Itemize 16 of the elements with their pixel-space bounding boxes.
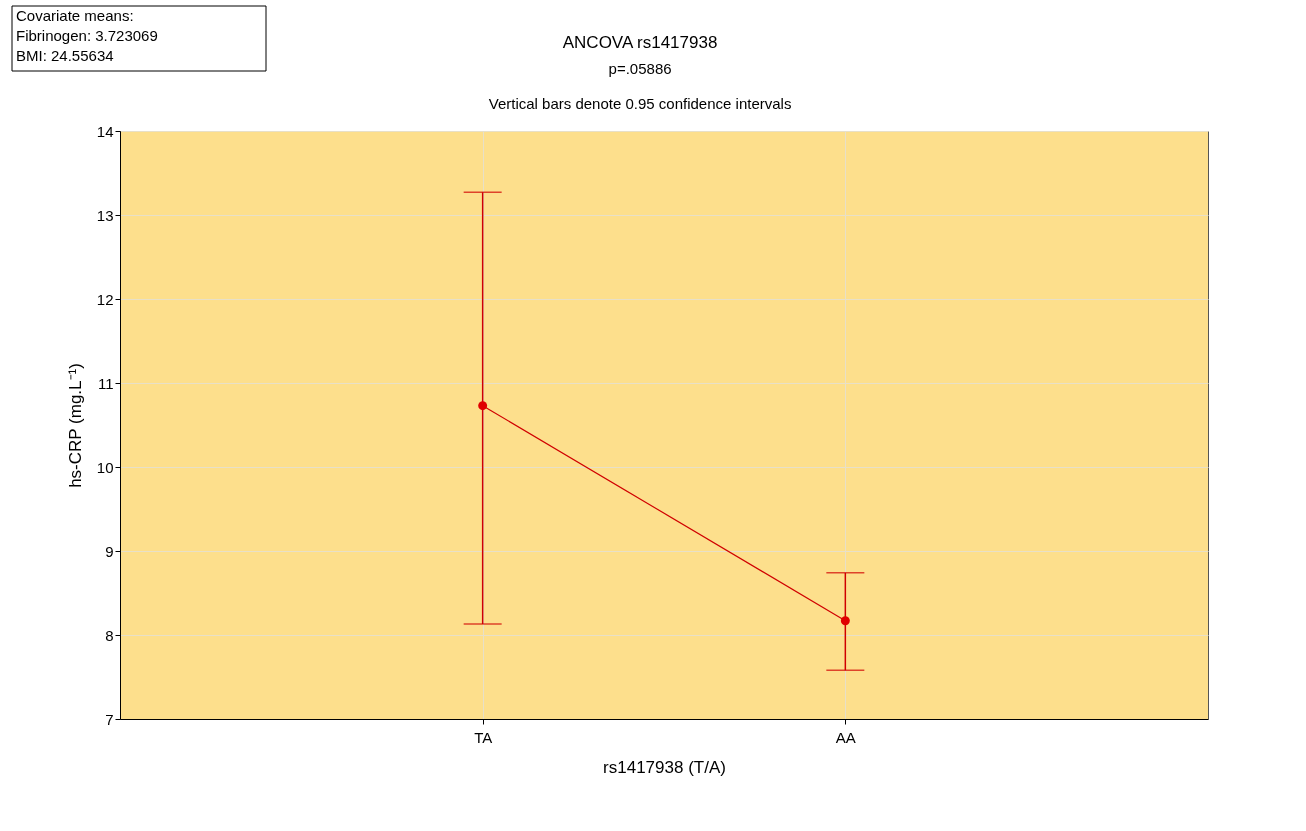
y-tick-label: 14	[96, 122, 114, 140]
y-tick-label: 12	[96, 290, 114, 308]
chart-subtitle: p=.05886	[608, 60, 672, 77]
y-tick-label: 9	[105, 542, 114, 560]
text: Vertical bars denote 0.95 confidence intervals	[488, 95, 792, 112]
y-axis-title: hs-CRP (mg.L⁻¹)	[65, 363, 85, 488]
chart-title: ANCOVA rs1417938	[562, 33, 718, 52]
y-tick-label: 11	[97, 374, 114, 392]
y-tick-label: 8	[105, 626, 114, 644]
y-tick-label: 7	[105, 710, 114, 728]
text: Covariate means: Fibrinogen: 3.723069 BMI: 24.55634	[16, 7, 158, 64]
y-tick-label: 10	[96, 458, 114, 476]
x-tick-label: TA	[474, 728, 493, 746]
x-axis-title: rs1417938 (T/A)	[603, 757, 726, 777]
x-tick-label: AA	[835, 728, 856, 746]
y-tick-label: 13	[96, 206, 114, 224]
